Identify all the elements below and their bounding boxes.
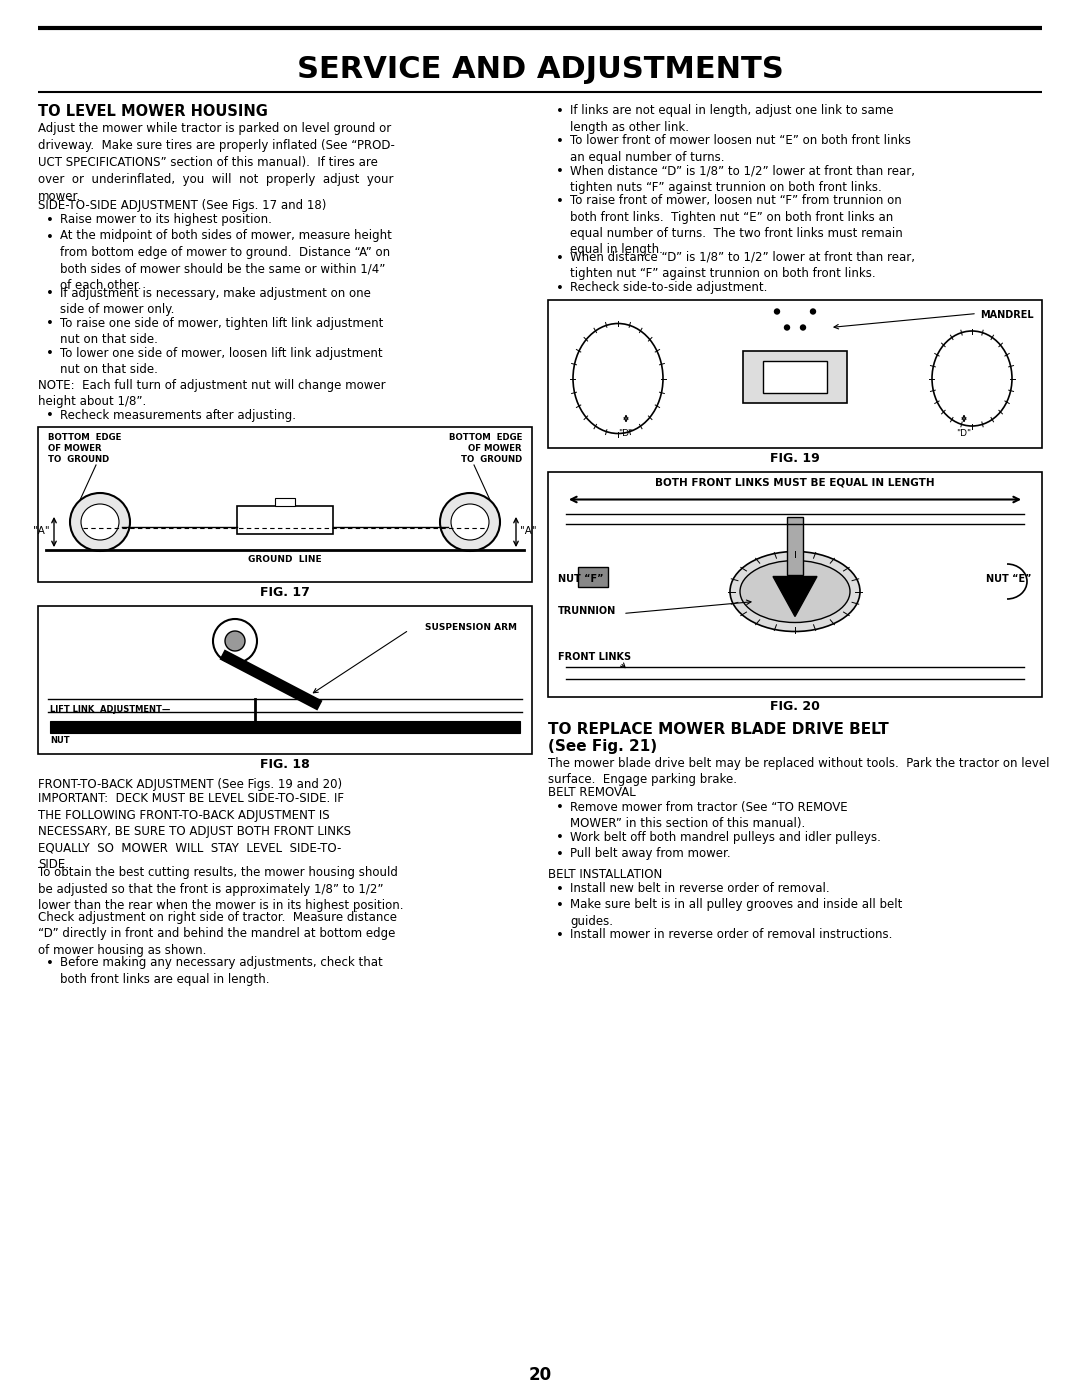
Text: FRONT-TO-BACK ADJUSTMENT (See Figs. 19 and 20): FRONT-TO-BACK ADJUSTMENT (See Figs. 19 a…	[38, 778, 342, 791]
Text: NOTE:  Each full turn of adjustment nut will change mower
height about 1/8”.: NOTE: Each full turn of adjustment nut w…	[38, 379, 386, 408]
Text: FIG. 17: FIG. 17	[260, 585, 310, 599]
Text: FIG. 18: FIG. 18	[260, 759, 310, 771]
Text: To lower front of mower loosen nut “E” on both front links
an equal number of tu: To lower front of mower loosen nut “E” o…	[570, 134, 910, 163]
Text: "D": "D"	[957, 429, 972, 439]
Text: To raise front of mower, loosen nut “F” from trunnion on
both front links.  Tigh: To raise front of mower, loosen nut “F” …	[570, 194, 903, 257]
Text: •: •	[556, 136, 564, 148]
Text: •: •	[46, 348, 54, 360]
Ellipse shape	[81, 504, 119, 541]
FancyBboxPatch shape	[50, 721, 519, 733]
Ellipse shape	[573, 324, 663, 433]
FancyBboxPatch shape	[548, 299, 1042, 447]
FancyBboxPatch shape	[762, 360, 827, 393]
Text: •: •	[556, 165, 564, 177]
Text: •: •	[556, 251, 564, 265]
Text: "A": "A"	[33, 527, 50, 536]
Text: MANDREL: MANDREL	[981, 310, 1034, 320]
Ellipse shape	[440, 493, 500, 550]
Ellipse shape	[730, 552, 860, 631]
Text: •: •	[46, 231, 54, 243]
Text: BOTH FRONT LINKS MUST BE EQUAL IN LENGTH: BOTH FRONT LINKS MUST BE EQUAL IN LENGTH	[656, 478, 935, 488]
Text: •: •	[46, 214, 54, 226]
Text: If links are not equal in length, adjust one link to same
length as other link.: If links are not equal in length, adjust…	[570, 103, 893, 134]
Text: •: •	[46, 409, 54, 422]
Text: •: •	[556, 802, 564, 814]
Text: Recheck side-to-side adjustment.: Recheck side-to-side adjustment.	[570, 281, 768, 293]
FancyBboxPatch shape	[578, 567, 608, 587]
FancyBboxPatch shape	[743, 351, 847, 402]
Text: •: •	[556, 282, 564, 295]
Text: SUSPENSION ARM: SUSPENSION ARM	[426, 623, 517, 633]
Text: Recheck measurements after adjusting.: Recheck measurements after adjusting.	[60, 408, 296, 422]
Ellipse shape	[932, 331, 1012, 426]
Text: IMPORTANT:  DECK MUST BE LEVEL SIDE-TO-SIDE. IF
THE FOLLOWING FRONT-TO-BACK ADJU: IMPORTANT: DECK MUST BE LEVEL SIDE-TO-SI…	[38, 792, 351, 870]
Text: BELT INSTALLATION: BELT INSTALLATION	[548, 868, 662, 880]
Text: SIDE-TO-SIDE ADJUSTMENT (See Figs. 17 and 18): SIDE-TO-SIDE ADJUSTMENT (See Figs. 17 an…	[38, 198, 326, 212]
Circle shape	[774, 309, 780, 314]
Text: •: •	[556, 105, 564, 117]
Text: FIG. 20: FIG. 20	[770, 700, 820, 714]
Text: FIG. 19: FIG. 19	[770, 451, 820, 464]
Text: GROUND  LINE: GROUND LINE	[248, 555, 322, 564]
Text: TO LEVEL MOWER HOUSING: TO LEVEL MOWER HOUSING	[38, 103, 268, 119]
Text: LIFT LINK  ADJUSTMENT—: LIFT LINK ADJUSTMENT—	[50, 705, 171, 714]
Text: "D": "D"	[619, 429, 634, 439]
Text: NUT “E”: NUT “E”	[986, 574, 1032, 584]
Ellipse shape	[451, 504, 489, 541]
Polygon shape	[773, 577, 816, 616]
Circle shape	[784, 326, 789, 330]
Text: Install mower in reverse order of removal instructions.: Install mower in reverse order of remova…	[570, 928, 892, 942]
Text: Make sure belt is in all pulley grooves and inside all belt
guides.: Make sure belt is in all pulley grooves …	[570, 898, 903, 928]
Text: Install new belt in reverse order of removal.: Install new belt in reverse order of rem…	[570, 882, 829, 894]
Text: NUT: NUT	[50, 736, 69, 745]
Text: •: •	[46, 288, 54, 300]
Text: At the midpoint of both sides of mower, measure height
from bottom edge of mower: At the midpoint of both sides of mower, …	[60, 229, 392, 292]
Ellipse shape	[70, 493, 130, 550]
Text: If adjustment is necessary, make adjustment on one
side of mower only.: If adjustment is necessary, make adjustm…	[60, 286, 370, 316]
Text: The mower blade drive belt may be replaced without tools.  Park the tractor on l: The mower blade drive belt may be replac…	[548, 757, 1050, 787]
Text: NUT “F”: NUT “F”	[558, 574, 604, 584]
FancyBboxPatch shape	[38, 606, 532, 754]
FancyBboxPatch shape	[787, 517, 804, 574]
Text: To obtain the best cutting results, the mower housing should
be adjusted so that: To obtain the best cutting results, the …	[38, 866, 404, 912]
Circle shape	[225, 631, 245, 651]
Text: Pull belt away from mower.: Pull belt away from mower.	[570, 847, 731, 861]
Ellipse shape	[740, 560, 850, 623]
Circle shape	[213, 619, 257, 664]
Text: Adjust the mower while tractor is parked on level ground or
driveway.  Make sure: Adjust the mower while tractor is parked…	[38, 122, 395, 203]
Text: TRUNNION: TRUNNION	[558, 606, 617, 616]
Text: •: •	[556, 848, 564, 861]
Text: BOTTOM  EDGE
OF MOWER
TO  GROUND: BOTTOM EDGE OF MOWER TO GROUND	[48, 433, 121, 464]
FancyBboxPatch shape	[237, 506, 333, 534]
Text: •: •	[556, 900, 564, 912]
Text: BOTTOM  EDGE
OF MOWER
TO  GROUND: BOTTOM EDGE OF MOWER TO GROUND	[448, 433, 522, 464]
Text: BELT REMOVAL: BELT REMOVAL	[548, 787, 636, 799]
Text: "A": "A"	[519, 527, 537, 536]
Text: To lower one side of mower, loosen lift link adjustment
nut on that side.: To lower one side of mower, loosen lift …	[60, 346, 382, 376]
FancyBboxPatch shape	[275, 497, 295, 506]
Text: Work belt off both mandrel pulleys and idler pulleys.: Work belt off both mandrel pulleys and i…	[570, 830, 881, 844]
Text: Before making any necessary adjustments, check that
both front links are equal i: Before making any necessary adjustments,…	[60, 956, 382, 985]
Text: Remove mower from tractor (See “TO REMOVE
MOWER” in this section of this manual): Remove mower from tractor (See “TO REMOV…	[570, 800, 848, 830]
FancyBboxPatch shape	[38, 427, 532, 583]
Text: SERVICE AND ADJUSTMENTS: SERVICE AND ADJUSTMENTS	[297, 56, 783, 84]
Text: To raise one side of mower, tighten lift link adjustment
nut on that side.: To raise one side of mower, tighten lift…	[60, 317, 383, 346]
Text: TO REPLACE MOWER BLADE DRIVE BELT: TO REPLACE MOWER BLADE DRIVE BELT	[548, 722, 889, 738]
Circle shape	[810, 309, 815, 314]
Text: •: •	[556, 196, 564, 208]
Text: 20: 20	[528, 1366, 552, 1384]
Text: •: •	[46, 957, 54, 970]
FancyBboxPatch shape	[548, 472, 1042, 697]
Text: When distance “D” is 1/8” to 1/2” lower at front than rear,
tighten nuts “F” aga: When distance “D” is 1/8” to 1/2” lower …	[570, 163, 915, 194]
Text: •: •	[46, 317, 54, 331]
Circle shape	[800, 326, 806, 330]
Text: When distance “D” is 1/8” to 1/2” lower at front than rear,
tighten nut “F” agai: When distance “D” is 1/8” to 1/2” lower …	[570, 251, 915, 281]
Text: •: •	[556, 831, 564, 845]
Text: (See Fig. 21): (See Fig. 21)	[548, 739, 657, 753]
Text: FRONT LINKS: FRONT LINKS	[558, 651, 631, 662]
Text: Check adjustment on right side of tractor.  Measure distance
“D” directly in fro: Check adjustment on right side of tracto…	[38, 911, 397, 957]
Text: Raise mower to its highest position.: Raise mower to its highest position.	[60, 212, 272, 226]
Text: •: •	[556, 883, 564, 895]
Text: •: •	[556, 929, 564, 942]
